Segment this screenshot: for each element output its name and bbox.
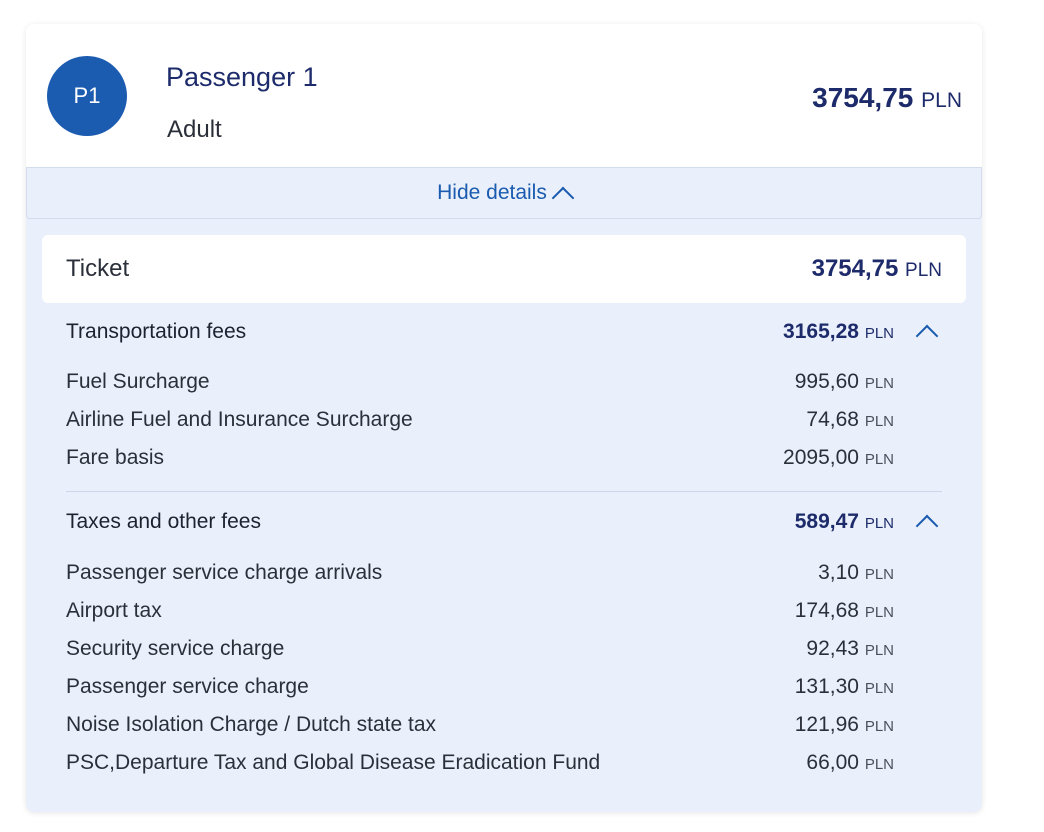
passenger-type: Adult: [167, 116, 222, 143]
section-amount-value: 589,47: [794, 510, 859, 533]
fee-value: 74,68 PLN: [806, 408, 894, 432]
fee-value: 131,30 PLN: [795, 675, 894, 699]
fee-item: Fuel Surcharge 995,60 PLN: [66, 370, 894, 398]
fee-amount: 174,68: [794, 599, 859, 622]
section-amount-currency: PLN: [864, 515, 894, 532]
hide-details-label: Hide details: [437, 181, 547, 204]
fee-label: Airline Fuel and Insurance Surcharge: [66, 408, 413, 431]
ticket-total: 3754,75 PLN: [812, 255, 942, 283]
chevron-up-icon: [915, 514, 939, 538]
fee-item: Fare basis 2095,00 PLN: [66, 446, 894, 474]
fee-item: Airport tax 174,68 PLN: [66, 599, 894, 627]
fee-currency: PLN: [864, 756, 894, 773]
fee-label: Security service charge: [66, 637, 285, 660]
section-taxes-and-other-fees: Taxes and other fees 589,47 PLN: [66, 510, 942, 542]
section-transportation-fees: Transportation fees 3165,28 PLN: [66, 320, 942, 352]
fee-currency: PLN: [864, 680, 894, 697]
fee-label: Noise Isolation Charge / Dutch state tax: [66, 713, 437, 736]
section-divider: [66, 491, 942, 492]
fee-label: Airport tax: [66, 599, 162, 622]
fee-currency: PLN: [864, 375, 894, 392]
fee-currency: PLN: [864, 718, 894, 735]
fee-value: 3,10 PLN: [818, 561, 894, 585]
fee-amount: 995,60: [794, 370, 859, 393]
passenger-price-card: P1 Passenger 1 Adult 3754,75 PLN Hide de…: [26, 24, 982, 812]
fee-item: Passenger service charge arrivals 3,10 P…: [66, 561, 894, 589]
avatar: P1: [47, 56, 127, 136]
fee-value: 174,68 PLN: [795, 599, 894, 623]
fee-amount: 131,30: [794, 675, 859, 698]
ticket-amount: 3754,75: [811, 255, 899, 282]
fee-label: Passenger service charge arrivals: [66, 561, 383, 584]
section-amount: 3165,28 PLN: [783, 320, 894, 344]
passenger-total-currency: PLN: [921, 89, 962, 112]
section-title: Transportation fees: [66, 320, 247, 343]
fee-amount: 121,96: [794, 713, 859, 736]
fee-currency: PLN: [864, 642, 894, 659]
fee-item: Security service charge 92,43 PLN: [66, 637, 894, 665]
hide-details-button[interactable]: Hide details: [26, 167, 982, 219]
fee-amount: 66,00: [806, 751, 859, 774]
fee-item: Passenger service charge 131,30 PLN: [66, 675, 894, 703]
passenger-total: 3754,75 PLN: [812, 82, 962, 114]
ticket-row: Ticket 3754,75 PLN: [42, 235, 966, 303]
section-amount: 589,47 PLN: [795, 510, 894, 534]
fee-value: 121,96 PLN: [795, 713, 894, 737]
fee-value: 995,60 PLN: [795, 370, 894, 394]
fee-label: Fuel Surcharge: [66, 370, 210, 393]
section-amount-value: 3165,28: [783, 320, 859, 343]
passenger-total-amount: 3754,75: [812, 82, 914, 113]
fee-amount: 74,68: [806, 408, 859, 431]
chevron-up-icon: [551, 186, 575, 210]
fee-item: Noise Isolation Charge / Dutch state tax…: [66, 713, 894, 741]
fee-currency: PLN: [864, 604, 894, 621]
fee-amount: 92,43: [806, 637, 859, 660]
fee-value: 92,43 PLN: [806, 637, 894, 661]
fee-amount: 3,10: [818, 561, 859, 584]
ticket-label: Ticket: [66, 255, 130, 282]
fee-currency: PLN: [864, 566, 894, 583]
fee-currency: PLN: [864, 413, 894, 430]
passenger-header: P1 Passenger 1 Adult 3754,75 PLN: [26, 24, 982, 167]
fee-item: PSC,Departure Tax and Global Disease Era…: [66, 751, 894, 779]
fee-currency: PLN: [864, 451, 894, 468]
fee-value: 66,00 PLN: [806, 751, 894, 775]
fee-item: Airline Fuel and Insurance Surcharge 74,…: [66, 408, 894, 436]
passenger-name: Passenger 1: [166, 62, 318, 92]
chevron-up-icon: [915, 324, 939, 348]
fee-label: Fare basis: [66, 446, 165, 469]
fee-label: Passenger service charge: [66, 675, 309, 698]
ticket-currency: PLN: [905, 260, 942, 281]
section-amount-currency: PLN: [864, 325, 894, 342]
section-title: Taxes and other fees: [66, 510, 261, 533]
fee-label: PSC,Departure Tax and Global Disease Era…: [66, 751, 601, 774]
fee-value: 2095,00 PLN: [783, 446, 894, 470]
collapse-taxes-button[interactable]: [912, 508, 940, 538]
collapse-transportation-fees-button[interactable]: [912, 318, 940, 348]
fee-amount: 2095,00: [783, 446, 859, 469]
